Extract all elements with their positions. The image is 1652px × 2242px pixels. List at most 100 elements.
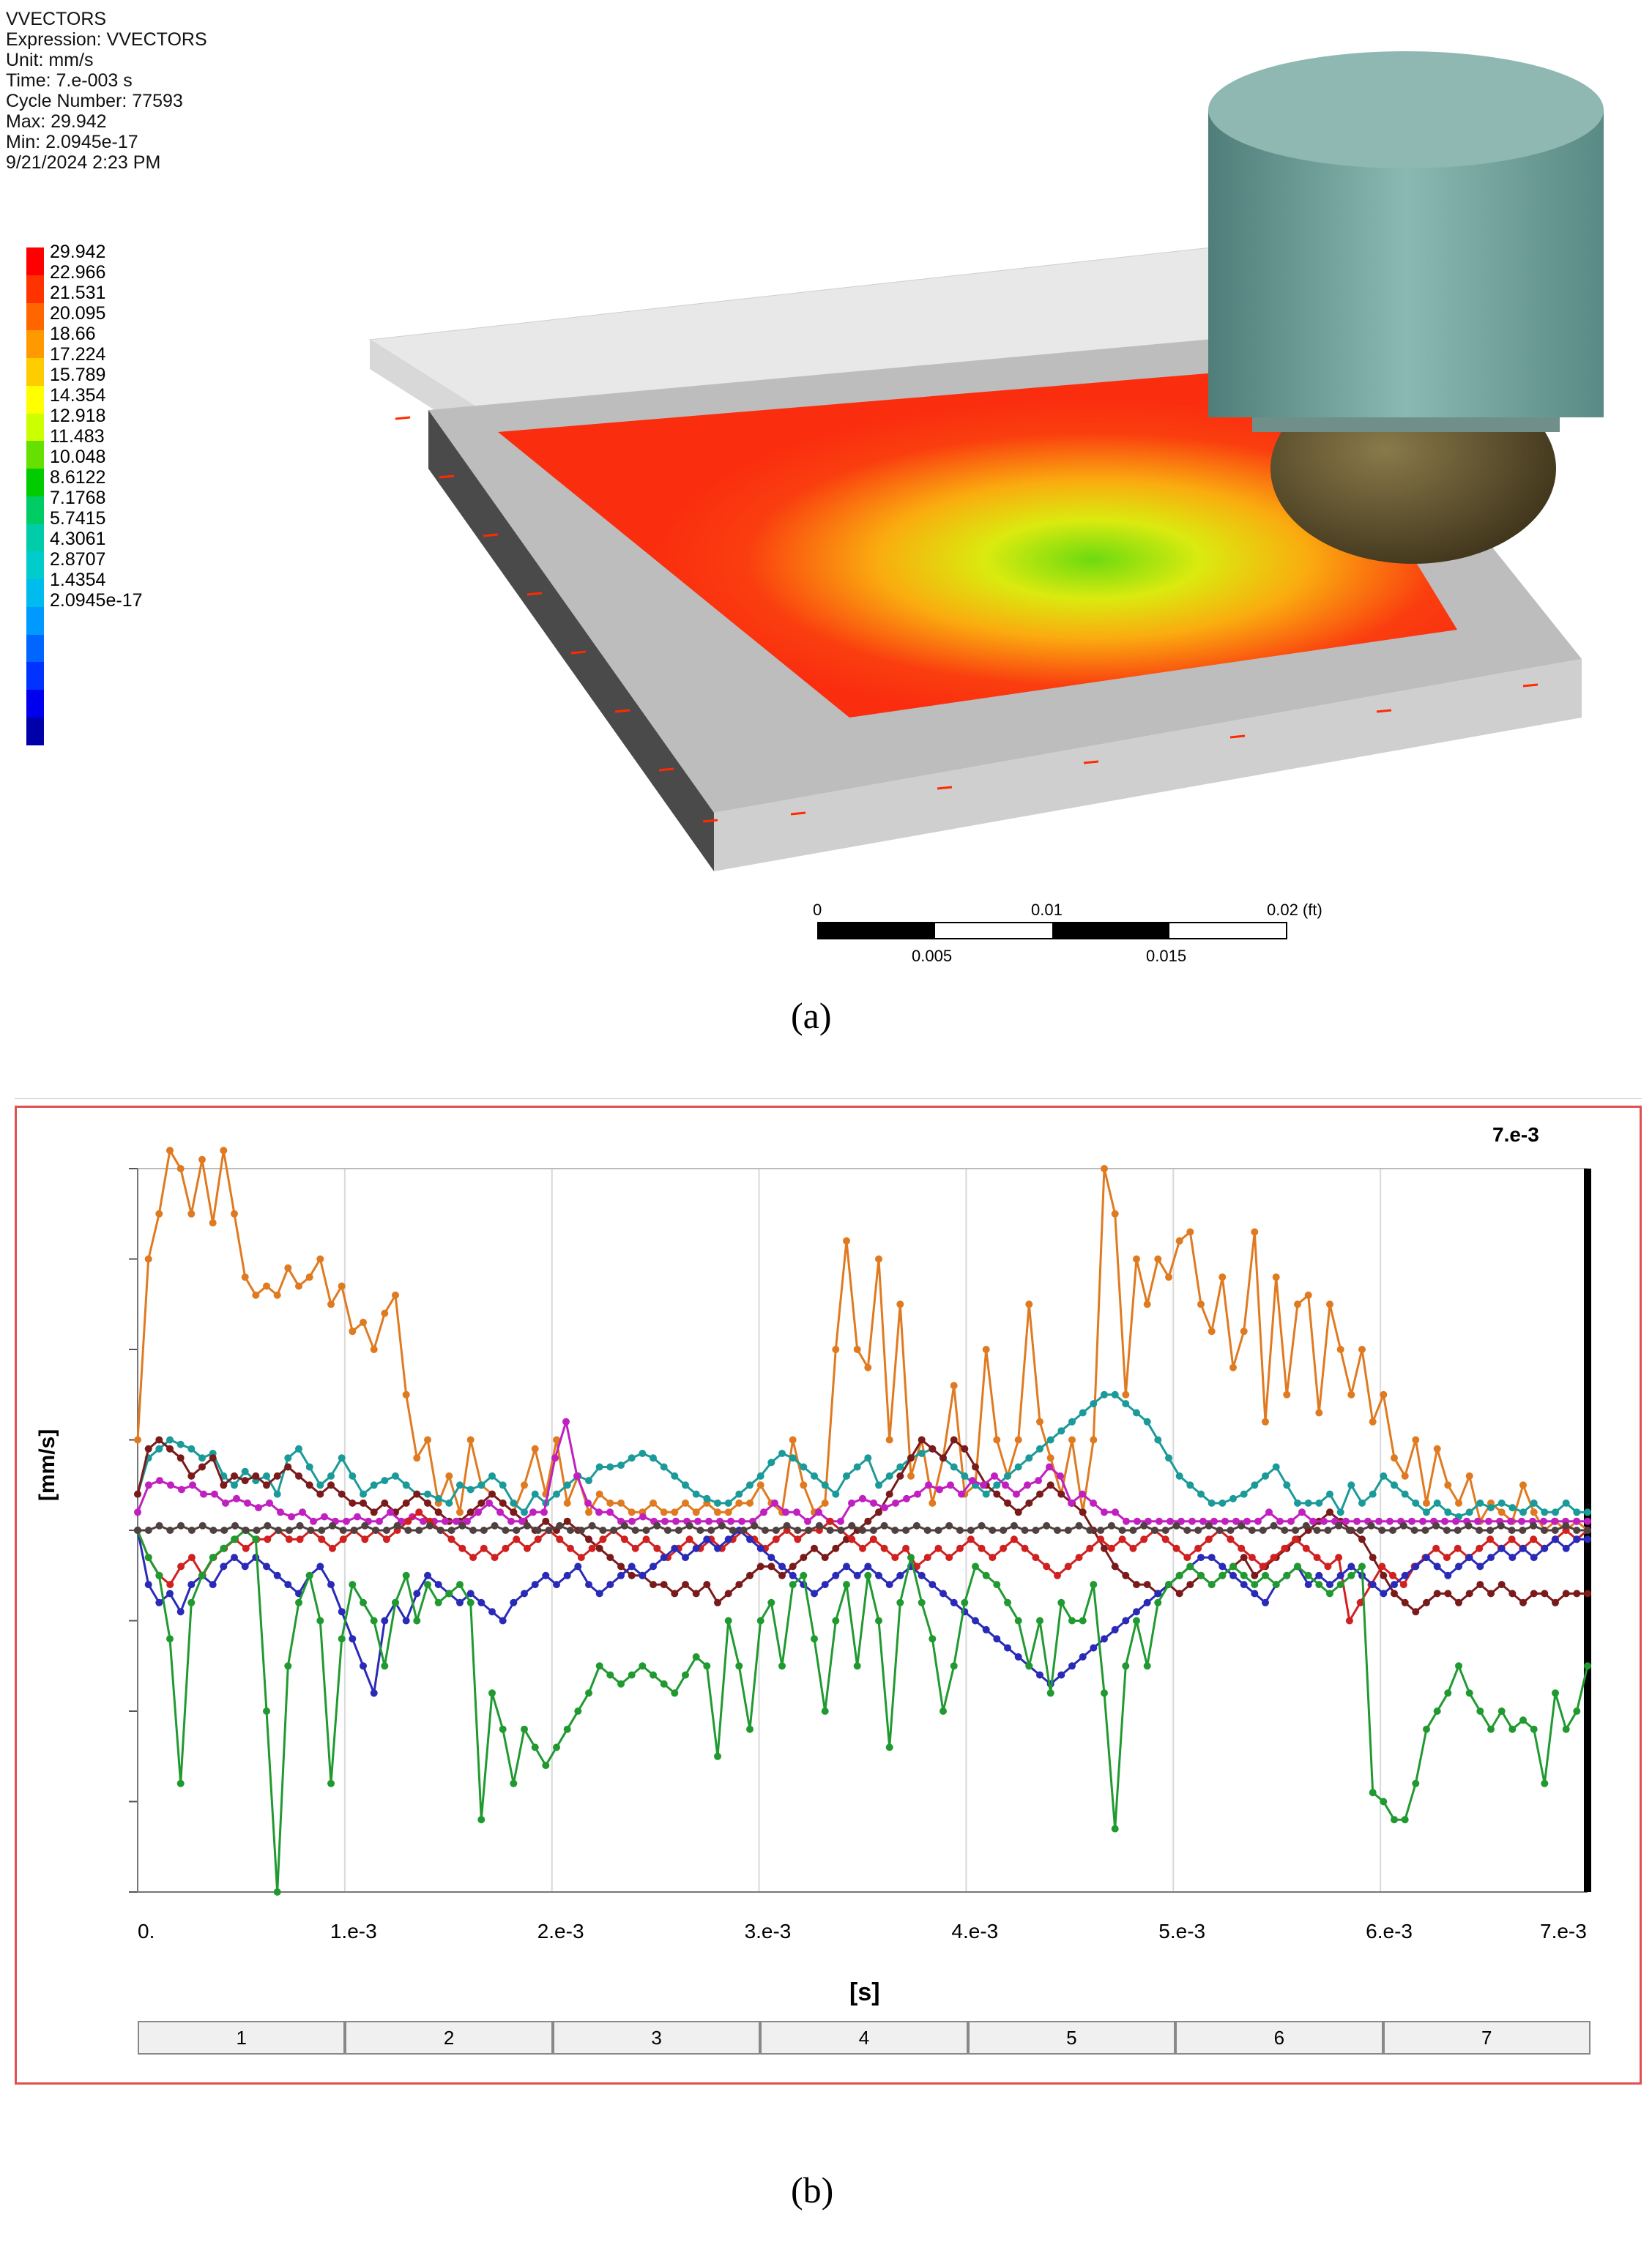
legend-swatch — [26, 579, 44, 607]
data-point-dark — [945, 1522, 953, 1530]
data-point-orange — [617, 1499, 625, 1507]
data-point-red — [502, 1544, 510, 1552]
data-point-magenta — [376, 1517, 383, 1525]
data-point-green — [1315, 1581, 1323, 1589]
data-point-red — [902, 1544, 910, 1552]
data-point-maroon — [756, 1563, 764, 1571]
legend-value: 17.224 — [50, 344, 106, 365]
data-point-red — [923, 1554, 931, 1562]
data-point-blue — [1391, 1581, 1398, 1589]
data-point-dark — [1172, 1522, 1180, 1530]
data-point-blue — [284, 1581, 292, 1589]
data-point-teal — [1508, 1504, 1517, 1512]
data-point-blue — [1004, 1644, 1011, 1652]
data-point-blue — [1240, 1581, 1248, 1589]
step-1[interactable]: 1 — [138, 2021, 346, 2055]
step-3[interactable]: 3 — [552, 2021, 761, 2055]
data-point-maroon — [1251, 1571, 1259, 1579]
x-tick-label: 4.e-3 — [951, 1920, 999, 1943]
data-point-maroon — [1380, 1571, 1388, 1579]
data-point-orange — [349, 1327, 357, 1336]
data-point-magenta — [211, 1490, 218, 1498]
data-point-teal — [1154, 1436, 1162, 1444]
data-point-dark — [1259, 1527, 1267, 1534]
data-point-maroon — [1391, 1590, 1398, 1598]
data-point-dark — [1476, 1527, 1484, 1534]
data-point-orange — [789, 1436, 797, 1444]
data-point-magenta — [1309, 1517, 1317, 1525]
data-point-dark — [1205, 1522, 1213, 1530]
data-point-red — [1292, 1535, 1299, 1543]
data-point-dark — [253, 1527, 261, 1534]
data-point-magenta — [244, 1499, 251, 1507]
data-point-green — [1433, 1707, 1441, 1715]
data-point-magenta — [1079, 1490, 1086, 1498]
data-point-teal — [1251, 1481, 1259, 1489]
data-point-green — [1262, 1571, 1269, 1579]
data-point-dark — [1075, 1522, 1083, 1530]
data-point-blue — [1412, 1563, 1420, 1571]
data-point-orange — [1369, 1418, 1377, 1426]
data-point-blue — [1508, 1554, 1517, 1562]
data-point-magenta — [1485, 1517, 1492, 1525]
data-point-blue — [209, 1581, 217, 1589]
data-point-teal — [349, 1472, 357, 1480]
data-point-teal — [853, 1463, 861, 1471]
data-point-orange — [1326, 1300, 1333, 1308]
data-point-teal — [1111, 1390, 1119, 1399]
data-point-maroon — [488, 1490, 496, 1498]
data-point-red — [1508, 1535, 1516, 1543]
data-point-green — [456, 1581, 464, 1589]
data-point-blue — [1057, 1671, 1065, 1679]
data-point-red — [329, 1544, 336, 1552]
data-point-red — [382, 1535, 390, 1543]
data-point-magenta — [134, 1508, 141, 1516]
data-point-orange — [1401, 1472, 1409, 1480]
data-point-dark — [1345, 1527, 1353, 1534]
info-unit: Unit: mm/s — [6, 50, 94, 70]
data-point-teal — [1004, 1472, 1011, 1480]
data-point-green — [1208, 1581, 1216, 1589]
data-point-green — [1497, 1707, 1506, 1715]
step-7[interactable]: 7 — [1383, 2021, 1590, 2055]
step-4[interactable]: 4 — [760, 2021, 968, 2055]
data-point-dark — [978, 1522, 986, 1530]
data-point-magenta — [859, 1494, 866, 1502]
step-5[interactable]: 5 — [967, 2021, 1176, 2055]
data-point-magenta — [606, 1508, 614, 1516]
data-point-red — [513, 1535, 521, 1543]
data-point-teal — [1401, 1490, 1409, 1498]
data-point-dark — [187, 1527, 196, 1534]
data-point-maroon — [295, 1472, 302, 1480]
data-point-red — [318, 1535, 326, 1543]
data-point-orange — [1336, 1346, 1344, 1353]
data-point-dark — [523, 1522, 531, 1530]
data-point-orange — [660, 1508, 668, 1516]
data-point-magenta — [1243, 1517, 1251, 1525]
data-point-dark — [751, 1522, 759, 1530]
data-point-blue — [477, 1598, 485, 1606]
data-point-dark — [1465, 1522, 1473, 1530]
step-6[interactable]: 6 — [1175, 2021, 1383, 2055]
step-2[interactable]: 2 — [345, 2021, 553, 2055]
data-point-red — [1107, 1544, 1115, 1552]
data-point-dark — [1151, 1527, 1158, 1534]
data-point-green — [466, 1598, 475, 1606]
data-point-teal — [284, 1454, 292, 1462]
data-point-magenta — [233, 1494, 240, 1502]
data-point-red — [556, 1535, 564, 1543]
data-point-dark — [1064, 1527, 1072, 1534]
color-legend-labels: 29.942 22.966 21.531 20.095 18.66 17.224 15.78… — [50, 242, 143, 611]
data-point-blue — [811, 1590, 818, 1598]
data-point-blue — [1111, 1625, 1119, 1634]
data-point-magenta — [661, 1517, 669, 1525]
data-point-teal — [1465, 1508, 1473, 1516]
data-point-maroon — [1358, 1535, 1366, 1543]
data-point-maroon — [510, 1508, 518, 1516]
data-point-blue — [327, 1581, 335, 1589]
data-point-dark — [989, 1527, 997, 1534]
data-point-teal — [875, 1481, 882, 1489]
data-point-red — [361, 1535, 369, 1543]
data-point-magenta — [881, 1504, 888, 1512]
data-point-red — [978, 1544, 986, 1552]
